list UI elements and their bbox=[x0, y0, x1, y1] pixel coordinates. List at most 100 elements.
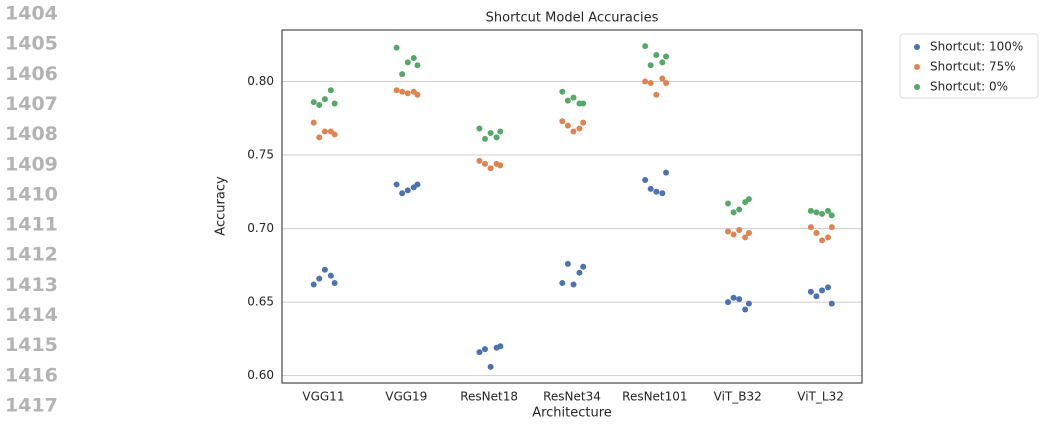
legend-marker bbox=[914, 64, 920, 70]
legend-box bbox=[899, 33, 1039, 99]
point bbox=[725, 299, 732, 306]
point bbox=[659, 75, 666, 82]
y-tick-label: 0.80 bbox=[247, 74, 274, 88]
point bbox=[570, 128, 577, 135]
point bbox=[559, 88, 566, 95]
x-tick-label: ResNet18 bbox=[460, 390, 518, 404]
point bbox=[316, 134, 323, 141]
point bbox=[736, 296, 743, 303]
point bbox=[482, 135, 488, 142]
legend-marker bbox=[914, 84, 920, 90]
point bbox=[410, 54, 417, 61]
line-number: 1415 bbox=[5, 334, 58, 356]
point bbox=[653, 52, 660, 59]
point bbox=[807, 224, 814, 231]
point bbox=[414, 91, 421, 98]
point bbox=[476, 157, 483, 164]
point bbox=[745, 300, 752, 307]
point bbox=[399, 71, 406, 78]
legend-label: Shortcut: 0% bbox=[930, 80, 1008, 94]
point bbox=[828, 212, 835, 219]
point bbox=[819, 237, 826, 244]
point bbox=[825, 284, 832, 291]
point bbox=[321, 96, 328, 103]
point bbox=[497, 128, 504, 135]
point bbox=[819, 210, 826, 217]
point bbox=[564, 260, 571, 267]
point bbox=[736, 227, 743, 234]
point bbox=[576, 125, 583, 132]
line-number: 1417 bbox=[5, 394, 58, 416]
point bbox=[404, 90, 411, 97]
point bbox=[316, 102, 323, 109]
point bbox=[730, 209, 737, 216]
point bbox=[404, 59, 411, 66]
point bbox=[493, 134, 500, 141]
point bbox=[414, 181, 421, 188]
point bbox=[482, 160, 488, 167]
point bbox=[404, 187, 411, 194]
point bbox=[331, 100, 338, 107]
line-number: 1405 bbox=[5, 33, 58, 55]
point bbox=[559, 279, 566, 286]
point bbox=[580, 263, 587, 270]
point bbox=[487, 363, 494, 370]
point bbox=[642, 78, 649, 85]
line-number: 1406 bbox=[5, 63, 58, 85]
point bbox=[310, 99, 317, 106]
point bbox=[725, 200, 732, 207]
point bbox=[647, 62, 654, 69]
x-tick-label: VGG11 bbox=[302, 390, 344, 404]
point bbox=[564, 122, 571, 129]
point bbox=[725, 228, 732, 235]
y-axis-label: Accuracy bbox=[214, 176, 229, 236]
point bbox=[742, 234, 749, 241]
point bbox=[414, 62, 421, 69]
line-number: 1414 bbox=[5, 304, 58, 326]
point bbox=[321, 266, 328, 273]
point bbox=[564, 97, 571, 104]
point bbox=[476, 349, 483, 356]
point bbox=[653, 91, 660, 98]
point bbox=[580, 100, 587, 107]
point bbox=[393, 181, 400, 188]
point bbox=[559, 118, 566, 125]
line-number: 1412 bbox=[5, 244, 58, 266]
point bbox=[497, 162, 504, 169]
point bbox=[316, 275, 323, 282]
line-number: 1408 bbox=[5, 123, 58, 145]
point bbox=[663, 169, 670, 176]
point bbox=[819, 287, 826, 294]
point bbox=[730, 231, 737, 238]
y-tick-label: 0.75 bbox=[247, 148, 274, 162]
line-number: 1409 bbox=[5, 153, 58, 175]
point bbox=[736, 206, 743, 213]
point bbox=[393, 87, 400, 94]
point bbox=[730, 294, 737, 301]
y-tick-label: 0.60 bbox=[247, 368, 274, 382]
point bbox=[487, 129, 494, 136]
point bbox=[482, 346, 488, 353]
point bbox=[647, 79, 654, 86]
point bbox=[399, 190, 406, 197]
point bbox=[663, 53, 670, 60]
point bbox=[745, 196, 752, 203]
point bbox=[580, 119, 587, 126]
point bbox=[327, 87, 334, 94]
point bbox=[828, 300, 835, 307]
point bbox=[813, 229, 820, 236]
point bbox=[659, 59, 666, 66]
point bbox=[647, 185, 654, 192]
line-number: 1404 bbox=[5, 3, 58, 25]
point bbox=[331, 131, 338, 138]
point bbox=[497, 343, 504, 350]
point bbox=[321, 128, 328, 135]
point bbox=[327, 272, 334, 279]
point bbox=[487, 165, 494, 172]
point bbox=[399, 88, 406, 95]
point bbox=[807, 288, 814, 295]
point bbox=[310, 119, 317, 126]
legend-marker bbox=[914, 44, 920, 50]
line-number: 1410 bbox=[5, 183, 58, 205]
point bbox=[813, 293, 820, 300]
